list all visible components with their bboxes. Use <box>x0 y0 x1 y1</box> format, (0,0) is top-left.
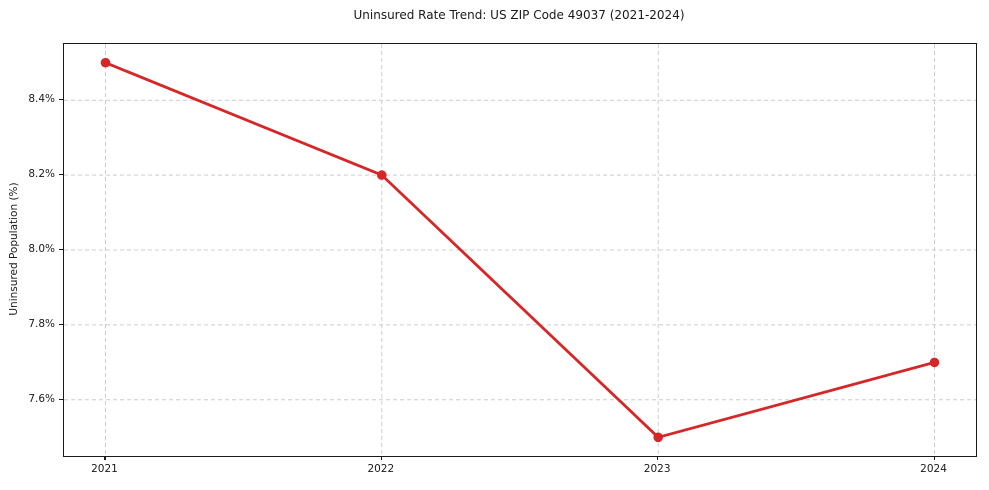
data-point-marker <box>653 432 663 443</box>
line-chart <box>64 44 976 456</box>
x-tick-label: 2022 <box>367 463 395 475</box>
y-tick-mark <box>59 398 63 400</box>
plot-area <box>63 43 977 457</box>
data-point-marker <box>929 357 940 368</box>
data-point-marker <box>377 170 387 180</box>
y-tick-label: 7.8% <box>28 317 55 330</box>
chart-title: Uninsured Rate Trend: US ZIP Code 49037 … <box>353 8 685 22</box>
y-tick-label: 8.2% <box>28 168 55 181</box>
x-tick-mark <box>104 456 106 460</box>
y-tick-mark <box>59 323 63 326</box>
y-tick-label: 7.6% <box>28 392 55 405</box>
x-tick-mark <box>657 456 659 460</box>
x-tick-label: 2021 <box>91 463 118 475</box>
y-tick-label: 8.4% <box>28 93 55 106</box>
x-tick-label: 2023 <box>643 463 671 475</box>
y-tick-mark <box>59 174 63 176</box>
y-tick-mark <box>59 99 63 101</box>
y-tick-label: 8.0% <box>28 243 55 255</box>
data-point-marker <box>100 57 111 68</box>
x-tick-label: 2024 <box>920 463 947 475</box>
x-tick-mark <box>380 456 382 460</box>
y-tick-mark <box>59 249 63 251</box>
x-tick-mark <box>933 456 935 460</box>
series-line <box>104 61 936 439</box>
